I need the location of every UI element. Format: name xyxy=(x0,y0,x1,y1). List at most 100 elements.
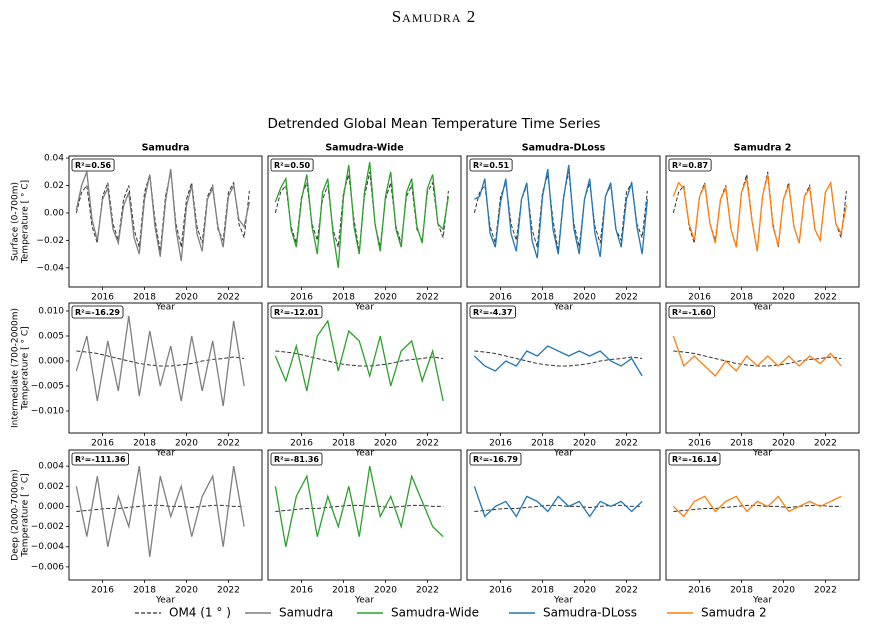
series-line xyxy=(672,495,842,518)
x-axis-label: Year xyxy=(752,303,772,313)
panel-title: Samudra xyxy=(142,143,190,154)
series-line xyxy=(274,465,444,547)
x-tick-label: 2016 xyxy=(688,293,711,303)
x-tick-label: 2018 xyxy=(332,439,355,449)
plot-frame xyxy=(466,302,661,434)
x-axis-label: Year xyxy=(553,596,573,606)
y-tick-label: 0.02 xyxy=(44,181,64,191)
annotation: R²=-16.29 xyxy=(75,308,120,317)
series-line xyxy=(673,350,842,367)
plot-frame xyxy=(267,155,462,288)
x-tick-label: 2016 xyxy=(91,439,114,449)
x-axis-label: Year xyxy=(354,303,374,313)
y-tick-label: 0.004 xyxy=(38,462,64,472)
series-line xyxy=(474,164,649,259)
x-tick-label: 2016 xyxy=(688,586,711,596)
y-tick-label: −0.002 xyxy=(31,522,64,532)
plot-frame xyxy=(68,302,263,434)
x-axis-label: Year xyxy=(553,449,573,459)
y-tick-label: 0.010 xyxy=(38,307,64,317)
series-line xyxy=(473,345,643,377)
y-axis-label: Intermediate (700-2000m) xyxy=(11,308,21,428)
panel-title: Samudra-Wide xyxy=(325,143,403,154)
plot-frame xyxy=(665,302,860,434)
y-tick-label: −0.006 xyxy=(31,562,65,572)
series-line xyxy=(75,315,245,407)
series-line xyxy=(673,504,842,512)
x-tick-label: 2022 xyxy=(416,293,439,303)
panel-title: Samudra 2 xyxy=(734,143,792,154)
x-tick-label: 2016 xyxy=(290,293,313,303)
x-tick-label: 2016 xyxy=(489,293,512,303)
series-line xyxy=(672,335,842,377)
panel-title: Samudra-DLoss xyxy=(522,143,606,154)
annotation: R²=-1.60 xyxy=(672,308,712,317)
x-tick-label: 2018 xyxy=(531,586,554,596)
legend-label: Samudra-Wide xyxy=(391,606,479,620)
x-axis-label: Year xyxy=(155,449,175,459)
x-tick-label: 2020 xyxy=(573,439,596,449)
annotation-box xyxy=(668,305,715,319)
y-tick-label: −0.02 xyxy=(36,236,64,246)
x-tick-label: 2020 xyxy=(772,293,795,303)
y-axis-label: Temperature [ ° C] xyxy=(21,326,31,410)
y-tick-label: −0.010 xyxy=(31,407,65,417)
annotation-box xyxy=(270,452,323,466)
x-tick-label: 2022 xyxy=(416,439,439,449)
annotation: R²=-12.01 xyxy=(274,308,319,317)
plot-frame xyxy=(665,155,860,288)
x-tick-label: 2020 xyxy=(374,293,397,303)
x-axis-label: Year xyxy=(553,303,573,313)
annotation-box xyxy=(469,452,522,466)
plot-frame xyxy=(68,155,263,288)
x-tick-label: 2022 xyxy=(217,293,240,303)
legend-label: OM4 (1 ° ) xyxy=(169,606,231,620)
annotation: R²=0.87 xyxy=(672,161,708,170)
plot-frame xyxy=(665,449,860,581)
x-tick-label: 2020 xyxy=(374,439,397,449)
y-axis-label: Temperature [ ° C] xyxy=(21,180,31,264)
legend-label: Samudra-DLoss xyxy=(543,606,637,620)
series-line xyxy=(274,319,444,402)
y-tick-label: 0.04 xyxy=(44,154,64,164)
annotation-box xyxy=(668,158,712,172)
series-line xyxy=(474,504,643,512)
series-line xyxy=(672,174,848,252)
x-tick-label: 2016 xyxy=(688,439,711,449)
y-tick-label: 0.005 xyxy=(38,332,64,342)
y-tick-label: 0.000 xyxy=(38,357,64,367)
series-line xyxy=(275,504,444,512)
annotation: R²=-4.37 xyxy=(473,308,512,317)
x-tick-label: 2018 xyxy=(730,586,753,596)
x-tick-label: 2016 xyxy=(91,293,114,303)
x-tick-label: 2020 xyxy=(772,439,795,449)
plot-frame xyxy=(267,449,462,581)
annotation-box xyxy=(469,305,516,319)
x-tick-label: 2022 xyxy=(814,293,837,303)
x-tick-label: 2020 xyxy=(772,586,795,596)
annotation: R²=-16.14 xyxy=(672,455,717,464)
y-axis-label: Temperature [ ° C] xyxy=(21,473,31,557)
annotation: R²=-111.36 xyxy=(75,455,126,464)
x-axis-label: Year xyxy=(752,596,772,606)
x-tick-label: 2022 xyxy=(217,439,240,449)
x-tick-label: 2020 xyxy=(175,439,198,449)
x-tick-label: 2022 xyxy=(615,586,638,596)
annotation-box xyxy=(71,305,124,319)
x-tick-label: 2018 xyxy=(133,293,156,303)
x-tick-label: 2018 xyxy=(332,586,355,596)
x-tick-label: 2022 xyxy=(615,293,638,303)
annotation: R²=-16.79 xyxy=(473,455,518,464)
y-tick-label: 0.000 xyxy=(38,502,64,512)
annotation-box xyxy=(270,305,323,319)
series-line xyxy=(275,350,444,367)
series-line xyxy=(75,466,245,557)
y-tick-label: 0.00 xyxy=(44,208,64,218)
x-tick-label: 2018 xyxy=(133,439,156,449)
x-tick-label: 2016 xyxy=(489,439,512,449)
page-header: Samudra 2 xyxy=(392,7,477,26)
x-tick-label: 2018 xyxy=(133,586,156,596)
annotation: R²=0.50 xyxy=(274,161,311,170)
plot-frame xyxy=(466,449,661,581)
